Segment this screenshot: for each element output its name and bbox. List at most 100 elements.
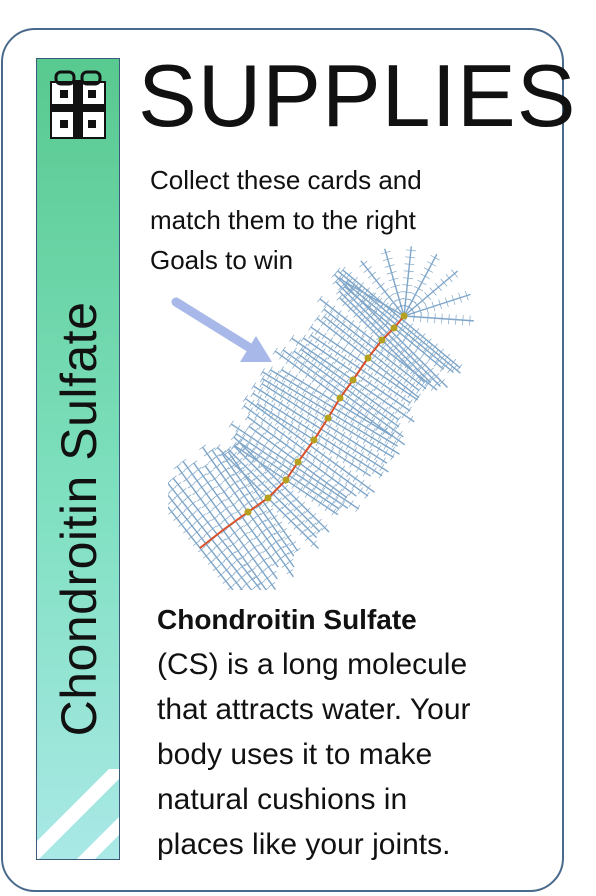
molecule-branch-tick [285,451,291,459]
molecule-branch-tick [335,413,341,421]
molecule-branch-tick [316,465,322,473]
molecule-branch-tick [273,388,278,396]
molecule-branch-tick [395,436,402,444]
molecule-branch-tick [313,414,319,422]
molecule-branch-tick [168,509,176,515]
molecule-branch-tick [280,461,286,469]
molecule-branch-tick [420,339,427,346]
molecule-branch-tick [360,306,367,313]
molecule-branch-tick [360,444,366,452]
molecule-branch-tick [206,509,214,515]
molecule-branch-tick [290,415,296,423]
molecule-branch-tick [262,456,268,464]
molecule-branch-tick [233,557,241,563]
molecule-branch-tick [245,549,252,555]
molecule-branch-tick [327,352,333,360]
molecule-branch-tick [218,560,225,567]
molecule-branch-tick [321,340,327,348]
molecule-branch-tick [370,322,377,329]
molecule-branch [403,246,413,317]
molecule-branch-tick [278,472,284,480]
molecule-branch-tick [240,434,246,442]
molecule-branch-tick [327,310,334,318]
molecule-branch-tick [320,390,326,399]
molecule-branch-tick [265,564,273,570]
molecule-branch-tick [357,487,364,495]
molecule-branch-tick [240,543,248,549]
instructions-line: Goals to win [150,245,294,275]
molecule-branch-tick [265,437,272,445]
molecule-branch-tick [313,386,319,394]
molecule-branch-tick [398,350,405,357]
molecule-branch-tick [415,373,422,380]
molecule-branch-tick [287,517,295,525]
molecule-branch-tick [376,444,382,453]
molecule-branch-tick [310,513,317,520]
molecule-branch-tick [456,364,463,371]
description-line: places like your joints. [157,828,451,861]
molecule-branch-tick [333,357,340,365]
molecule-branch-tick [376,282,385,290]
molecule-node [390,324,398,332]
molecule-branch-tick [358,402,364,410]
molecule-branch-tick [333,496,339,504]
molecule-illustration [168,246,474,590]
molecule-branch-tick [438,348,444,356]
molecule-branch-tick [259,471,266,478]
molecule-branch-tick [192,540,200,547]
molecule-branch-tick [427,355,434,362]
molecule-branch-tick [469,315,471,326]
molecule-branch-tick [228,573,235,579]
molecule-branch-tick [298,366,304,374]
molecule-branch-tick [304,507,311,514]
molecule-branch-tick [203,530,211,537]
molecule-branch-tick [304,357,310,365]
molecule-branch-tick [254,512,262,519]
molecule-branch-tick [359,317,366,324]
molecule-branch-tick [328,337,334,345]
molecule-branch-tick [402,323,409,331]
molecule-branch-tick [257,580,265,586]
molecule-branch-tick [324,479,330,487]
molecule-branch-tick [207,559,215,565]
molecule-branch-tick [264,427,270,435]
molecule-branch-tick [434,313,436,324]
molecule-branch-tick [187,483,195,489]
molecule-branch-tick [394,390,400,398]
molecule-branch-tick [273,376,279,384]
molecule-branch-tick [340,501,346,509]
molecule-branch-tick [334,267,341,275]
molecule-branch-tick [308,331,314,339]
molecule-branch-tick [173,463,181,469]
molecule-branch-tick [394,340,401,347]
molecule-branch-tick [345,339,352,347]
molecule-branch-tick [207,497,215,503]
molecule-branch-tick [251,418,257,426]
molecule-branch-tick [416,356,423,363]
molecule-branch-tick [424,303,429,314]
molecule-branch-tick [343,399,350,407]
molecule-branch-tick [377,432,383,440]
molecule-branch-tick [288,421,294,429]
molecule-branch-tick [314,314,320,322]
molecule-branch-tick [348,500,354,508]
molecule-branch-tick [356,388,363,395]
molecule-branch-tick [227,584,235,590]
molecule-branch-tick [381,397,387,405]
molecule-branch-tick [378,471,384,479]
molecule-branch-tick [386,393,392,401]
molecule-branch-tick [268,366,273,374]
molecule-branch-tick [237,467,244,474]
molecule-branch-tick [344,477,351,485]
molecule-branch-tick [293,505,300,512]
molecule-branch-tick [362,399,369,407]
molecule-branch-tick [320,487,326,495]
molecule-branch-tick [330,484,336,492]
molecule-branch-tick [395,422,401,430]
molecule-branch-tick [304,490,310,498]
molecule-branch-tick [347,366,353,374]
molecule-branch-tick [289,541,297,547]
molecule-branch-tick [384,264,395,268]
molecule-branch-tick [311,428,317,436]
molecule-branch-tick [332,384,338,392]
